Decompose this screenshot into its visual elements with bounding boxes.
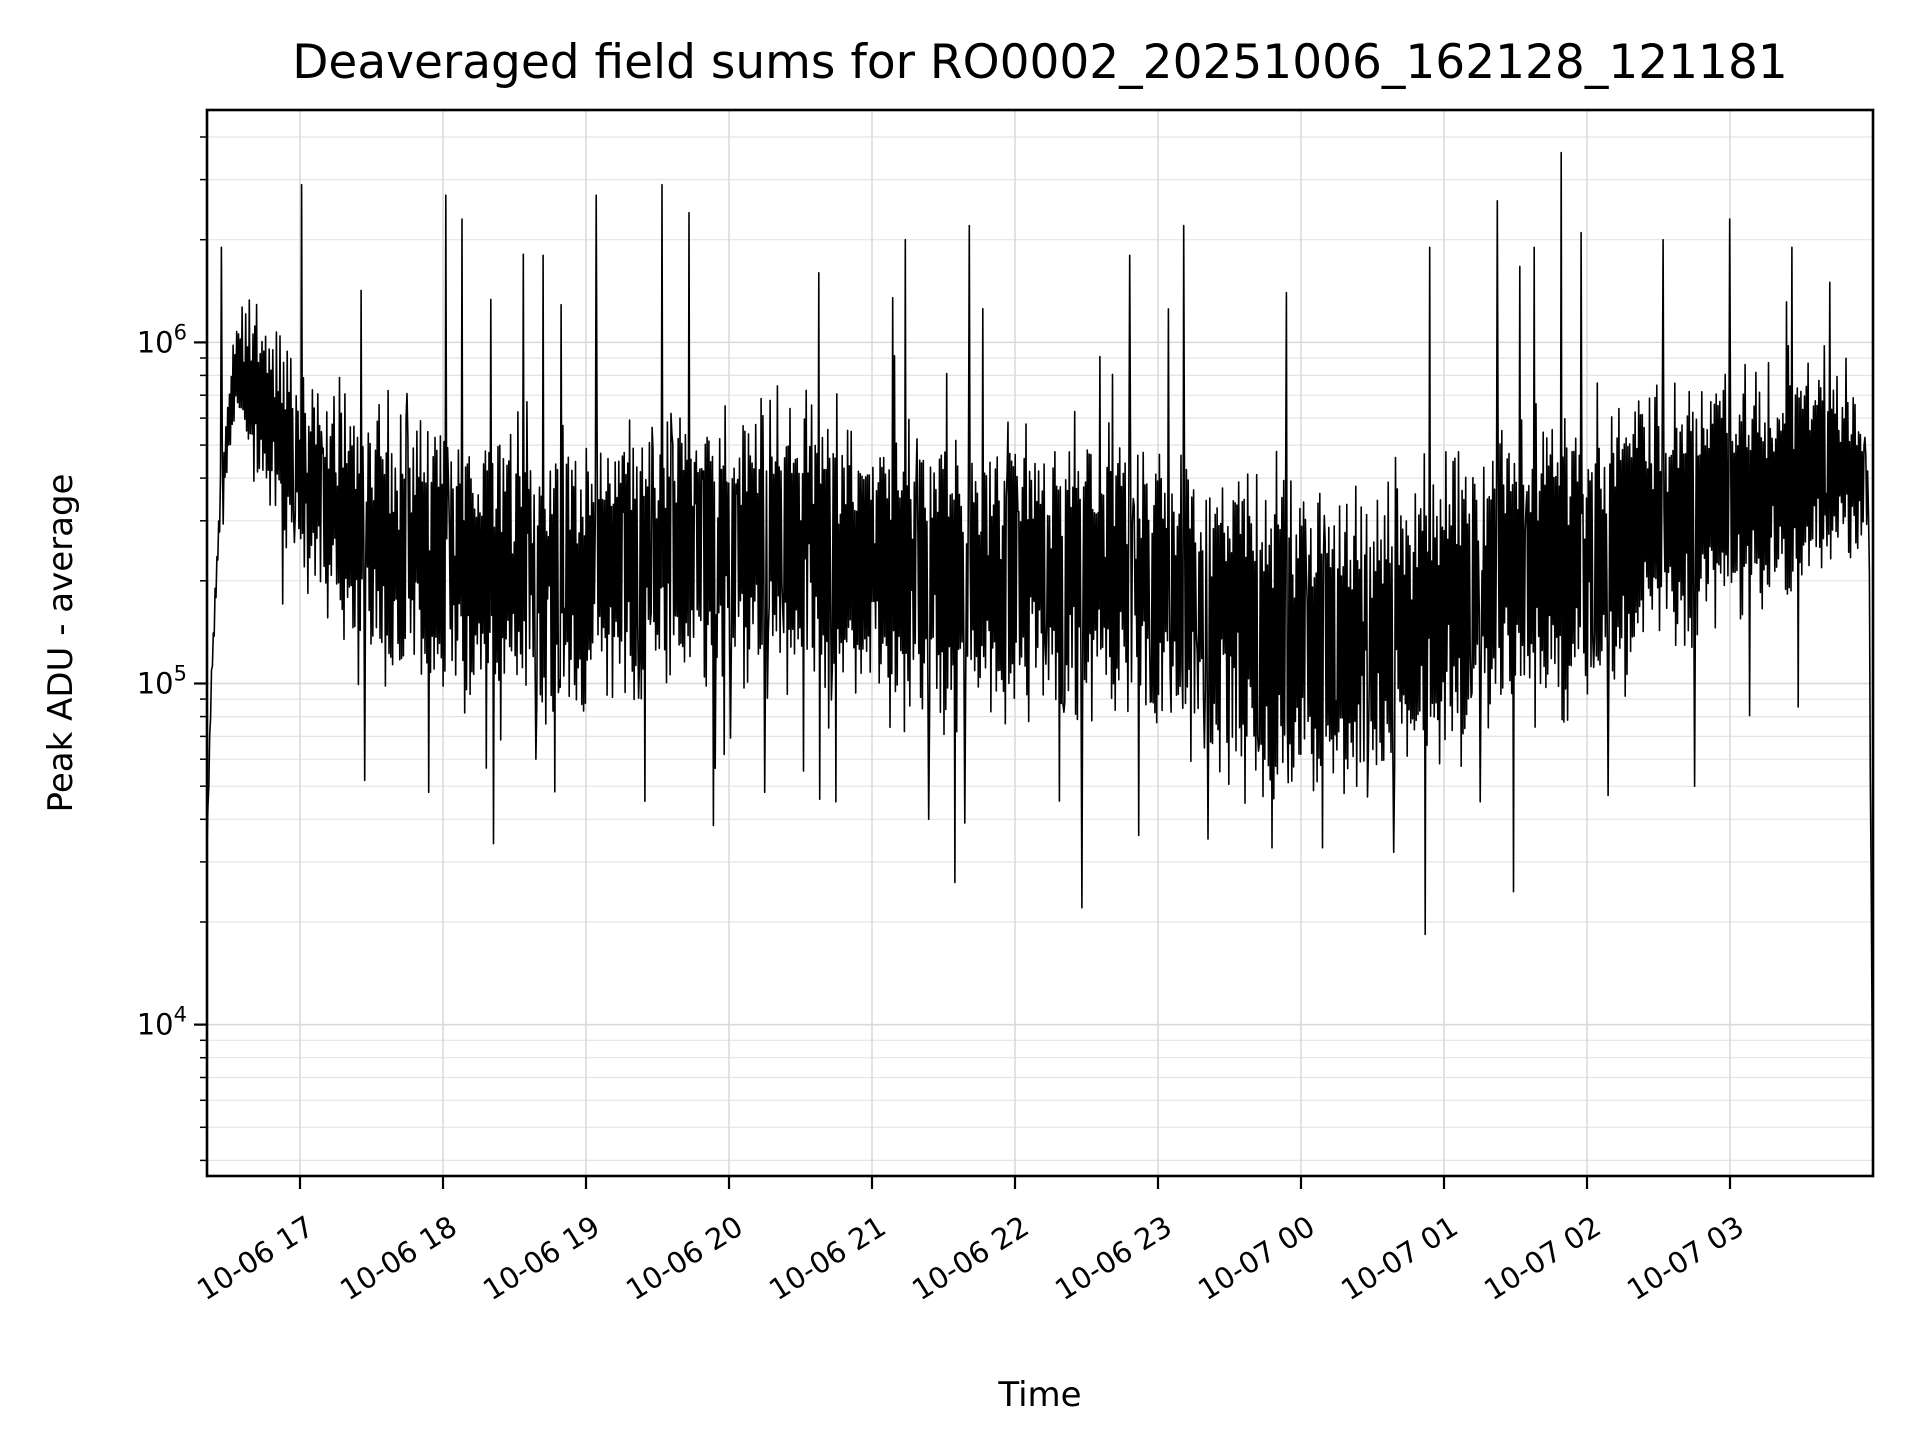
y-tick-label: 106 xyxy=(137,320,187,359)
x-axis-ticks xyxy=(298,1176,1732,1189)
chart-title: Deaveraged field sums for RO0002_2025100… xyxy=(292,35,1788,90)
data-series-line xyxy=(206,151,1874,1177)
plot-area-border xyxy=(205,108,1875,1178)
y-axis-tick-labels: 104 105 106 xyxy=(137,320,187,1041)
y-tick-label: 104 xyxy=(137,1003,187,1042)
x-axis-label: Time xyxy=(997,1375,1081,1415)
y-axis-label: Peak ADU - average xyxy=(41,474,81,813)
y-axis-ticks xyxy=(194,136,207,1162)
y-tick-label: 105 xyxy=(137,662,187,701)
